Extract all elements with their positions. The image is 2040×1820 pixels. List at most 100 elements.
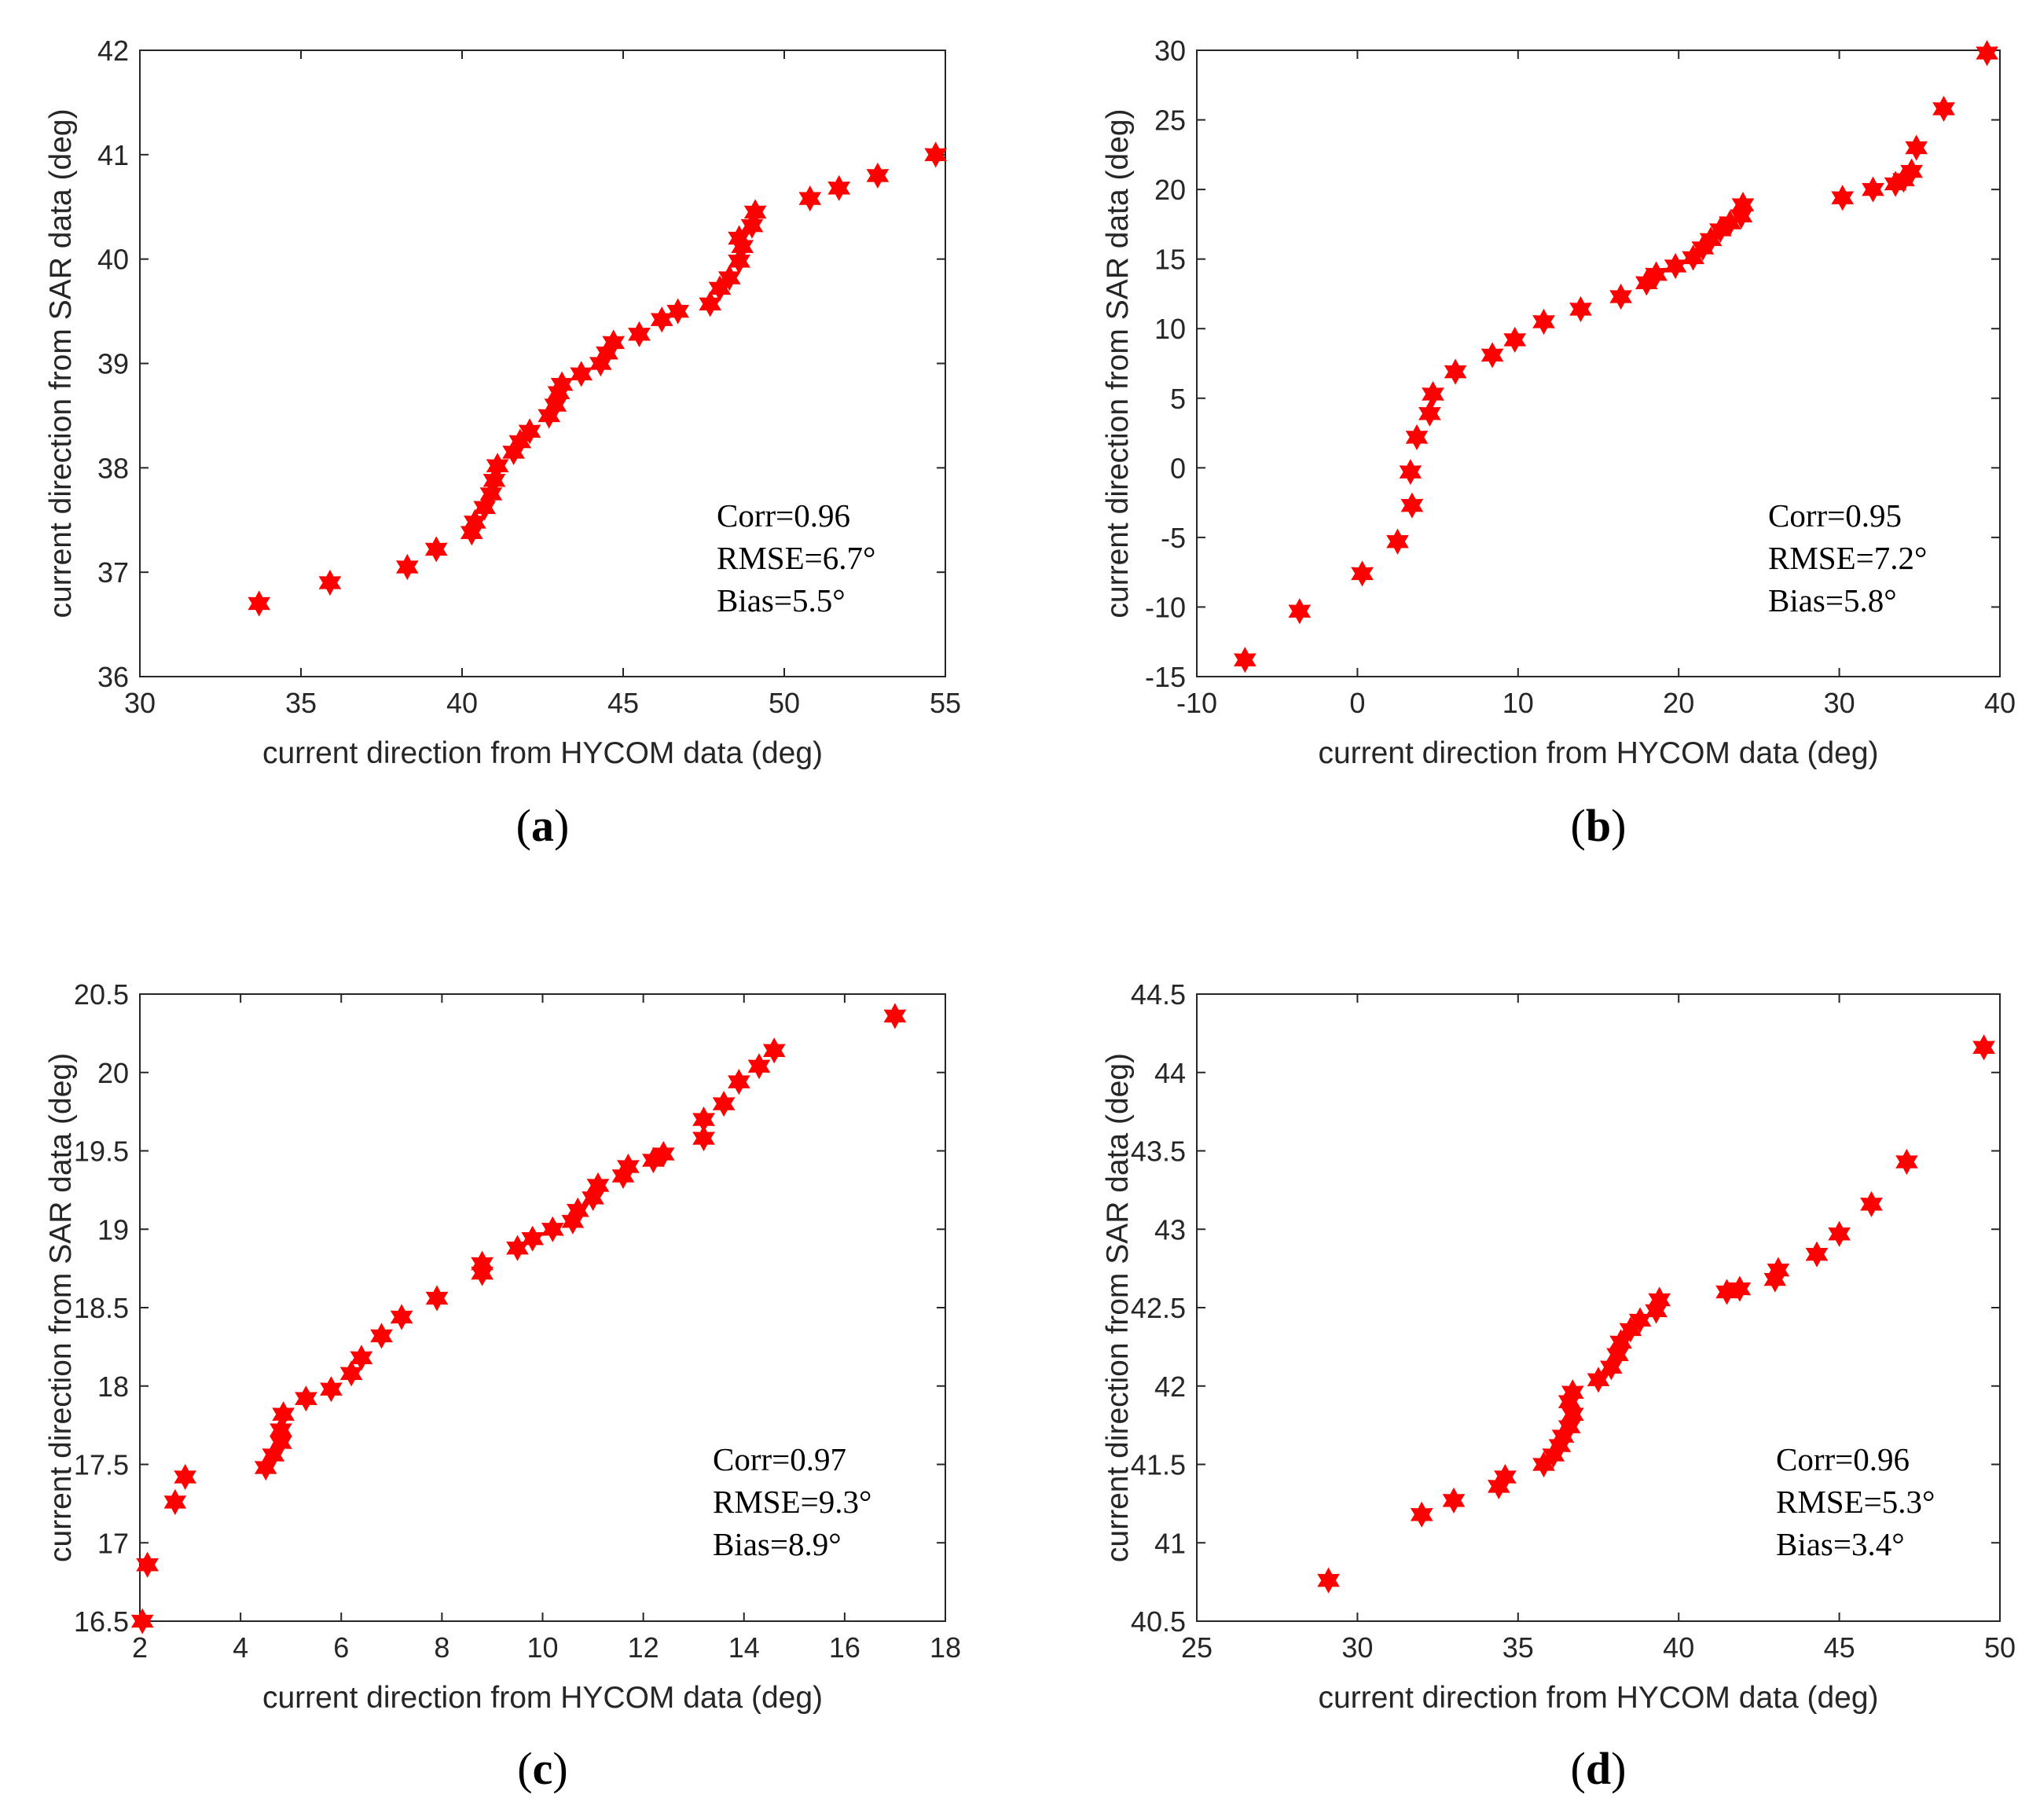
y-tick-label: 42 (1154, 1371, 1186, 1403)
plot-area-a (139, 50, 946, 677)
stat-bias: Bias=5.8° (1768, 582, 1897, 618)
x-tick-label: 50 (769, 687, 800, 719)
y-tick-label: 25 (1154, 105, 1186, 137)
y-tick-label: 19.5 (74, 1136, 129, 1168)
data-point-star (1561, 1379, 1584, 1406)
x-tick-label: 10 (1502, 687, 1534, 719)
data-point-star (1728, 1275, 1752, 1302)
data-point-star (1860, 1191, 1883, 1217)
data-point-star (743, 199, 767, 226)
data-point-star (1828, 1220, 1851, 1247)
data-point-star (1561, 1401, 1584, 1428)
y-axis-label: current direction from SAR data (deg) (44, 1053, 78, 1562)
data-point-star (521, 1225, 545, 1252)
data-point-star (602, 329, 626, 356)
panel-d: 25 30 35 40 45 50 40.5 41 41.5 42 42.5 43 43.5 44 44.5… (1101, 978, 2016, 1794)
x-axis-label: current direction from HYCOM data (deg) (1318, 736, 1878, 770)
data-point-star (270, 1417, 292, 1444)
y-tick-label: 41 (1154, 1527, 1186, 1559)
data-point-star (541, 1216, 564, 1242)
data-point-star (390, 1304, 413, 1330)
y-tick-label: 20 (1154, 174, 1186, 206)
y-tick-label: 36 (97, 661, 129, 693)
stat-corr: Corr=0.97 (713, 1441, 846, 1477)
data-point-star (582, 1184, 604, 1211)
x-axis-label: current direction from HYCOM data (deg) (262, 1681, 823, 1715)
y-tick-label: 18.5 (74, 1292, 129, 1324)
y-tick-label: 17.5 (74, 1449, 129, 1481)
stat-corr: Corr=0.95 (1768, 497, 1902, 534)
stat-bias: Bias=8.9° (713, 1526, 842, 1562)
data-point-star (692, 1125, 715, 1152)
data-point-star (1410, 1501, 1433, 1528)
y-tick-label: 39 (97, 348, 129, 380)
data-point-star (1405, 424, 1429, 450)
data-point-star (1532, 308, 1555, 335)
data-point-star (1418, 400, 1441, 427)
data-point-star (370, 1323, 393, 1349)
data-point-star (1558, 1414, 1581, 1440)
y-tick-label: 43 (1154, 1213, 1186, 1246)
data-point-star (471, 1250, 493, 1277)
data-point-star (479, 480, 503, 508)
data-point-star (740, 212, 764, 239)
data-point-star (617, 1153, 640, 1180)
data-point-star (651, 1140, 675, 1168)
panel-label-d: (d) (1571, 1743, 1627, 1794)
data-point-star (798, 185, 822, 212)
data-point-star (692, 1106, 715, 1133)
data-point-star (1731, 192, 1755, 218)
y-tick-label: -5 (1161, 522, 1186, 554)
data-point-star (1831, 185, 1855, 211)
x-tick-label: -10 (1176, 687, 1217, 719)
y-tick-label: 30 (1154, 35, 1186, 67)
data-point-star (248, 590, 271, 617)
panel-a: 30 35 40 45 50 55 36 37 38 39 40 41 42 current direct… (44, 35, 961, 851)
data-point-star (924, 141, 948, 168)
data-point-star (1288, 598, 1312, 625)
x-tick-label: 8 (434, 1631, 449, 1664)
y-tick-label: 0 (1170, 452, 1186, 484)
data-point-star (318, 569, 342, 596)
y-tick-label: 44 (1154, 1057, 1186, 1089)
data-point-star (1569, 295, 1592, 322)
plot-area-c (139, 993, 946, 1622)
data-point-star (747, 1053, 771, 1080)
data-point-star (1645, 261, 1668, 288)
data-point-star (866, 162, 890, 189)
y-tick-label: -10 (1145, 591, 1186, 623)
stat-corr: Corr=0.96 (1776, 1441, 1910, 1477)
data-point-star (1399, 459, 1422, 486)
y-tick-label: 20 (97, 1057, 129, 1089)
y-tick-label: 10 (1154, 313, 1186, 345)
x-tick-label: 40 (1984, 687, 2016, 719)
x-tick-label: 0 (1349, 687, 1365, 719)
plot-area-b (1196, 50, 2001, 677)
x-tick-label: 14 (728, 1631, 760, 1664)
y-tick-label: 19 (97, 1213, 129, 1246)
data-point-star (1895, 1148, 1918, 1176)
data-point-star (762, 1037, 786, 1064)
x-axis-label: current direction from HYCOM data (deg) (1318, 1681, 1878, 1715)
x-tick-label: 18 (930, 1631, 961, 1664)
stat-rmse: RMSE=5.3° (1776, 1484, 1935, 1520)
x-tick-label: 45 (1824, 1631, 1855, 1664)
data-point-star (350, 1345, 373, 1371)
panel-label-b: (b) (1571, 800, 1627, 851)
y-tick-label: 40 (97, 244, 129, 276)
data-point-star (1351, 560, 1374, 587)
y-tick-label: 15 (1154, 244, 1186, 276)
panel-b: -10 0 10 20 30 40-15-10-5051015202530current … (1101, 35, 2016, 851)
panel-label-c: (c) (517, 1743, 567, 1794)
y-tick-label: 38 (97, 452, 129, 484)
data-point-star (1600, 1354, 1623, 1381)
data-point-star (1609, 283, 1632, 310)
data-point-star (827, 174, 851, 201)
x-tick-label: 35 (285, 687, 317, 719)
y-tick-label: 40.5 (1131, 1605, 1186, 1638)
x-tick-label: 40 (446, 687, 478, 719)
stat-rmse: RMSE=7.2° (1768, 540, 1927, 576)
data-point-star (1905, 134, 1928, 161)
data-point-star (666, 298, 690, 325)
data-point-star (1805, 1241, 1829, 1268)
